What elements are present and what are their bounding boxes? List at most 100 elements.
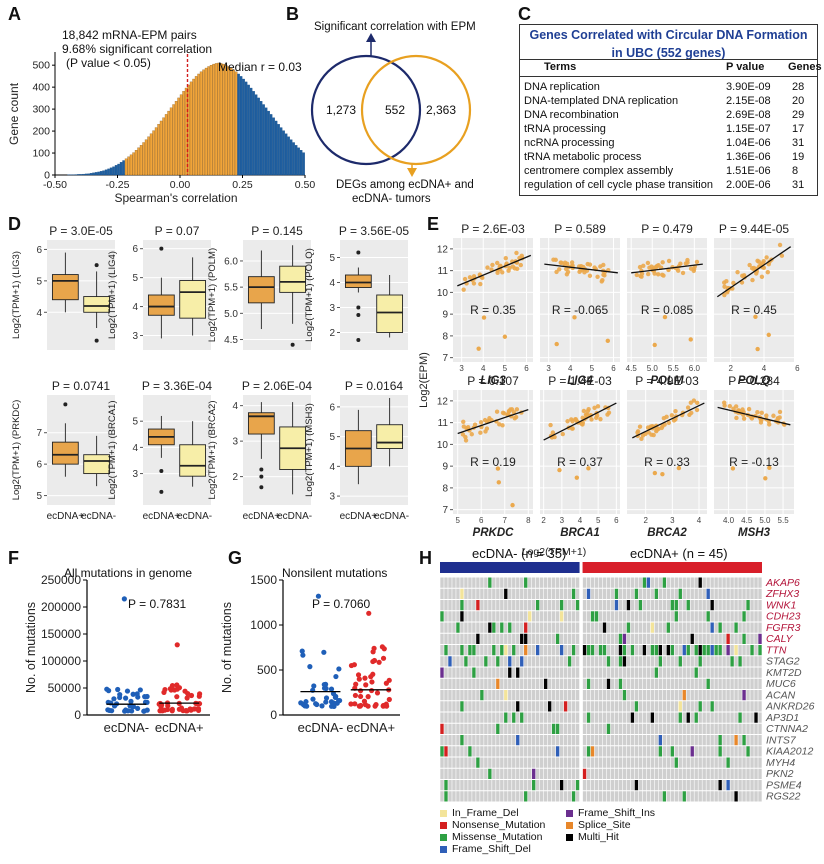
mutation-cell: [746, 633, 750, 644]
mutation-cell: [726, 622, 730, 633]
mutation-cell: [460, 667, 464, 678]
mutation-cell: [547, 588, 552, 599]
mutation-cell: [602, 667, 607, 678]
mutation-cell: [586, 723, 591, 734]
mutation-cell: [742, 757, 746, 768]
mutation-cell: [492, 656, 496, 667]
mutation-cell: [714, 600, 718, 611]
mutation-cell: [590, 656, 595, 667]
mutation-cell: [520, 588, 524, 599]
legend-in-frame-del: In_Frame_Del: [440, 807, 519, 819]
mutation-cell: [674, 690, 678, 701]
y-tick-label: 4: [329, 462, 335, 473]
mutation-cell: [480, 678, 484, 689]
term-cell: ncRNA processing: [524, 137, 615, 149]
y-tick-label: 5.0: [224, 309, 238, 320]
mutation-cell: [642, 600, 647, 611]
mutation-cell: [754, 735, 758, 746]
mutation-cell: [448, 791, 452, 802]
mutation-cell: [555, 757, 560, 768]
histogram-bar: [229, 67, 233, 176]
mutation-cell: [464, 701, 468, 712]
mutation-cell: [520, 735, 524, 746]
panel-e-gene-label: POLQ: [738, 375, 771, 387]
mutation-cell: [610, 667, 615, 678]
mutation-cell: [582, 723, 587, 734]
mutation-cell: [758, 768, 762, 779]
scatter-point: [779, 253, 785, 258]
y-tick-label: 5: [36, 491, 42, 502]
mutation-cell: [718, 690, 722, 701]
panel-e-pvalue: P = 1.4E-03: [548, 374, 612, 388]
mutation-cell: [472, 588, 476, 599]
mutation-cell: [742, 645, 746, 656]
mutation-cell: [666, 757, 670, 768]
mutation-cell: [536, 667, 540, 678]
mutation-cell: [730, 611, 734, 622]
term-cell: centromere complex assembly: [524, 165, 674, 177]
scatter-point: [505, 412, 510, 417]
mutation-cell: [555, 780, 560, 791]
mutation-cell: [734, 780, 738, 791]
mutation-cell: [452, 645, 456, 656]
mutation-cell: [496, 678, 500, 689]
y-tick-label: 500: [32, 60, 50, 72]
mutation-cell: [520, 600, 524, 611]
mutation-cell: [698, 735, 702, 746]
mutation-cell: [658, 600, 663, 611]
mutation-cell: [586, 690, 591, 701]
mutation-cell: [547, 757, 552, 768]
mutation-cell: [722, 645, 726, 656]
mutation-cell: [622, 588, 627, 599]
scatter-point: [581, 408, 587, 414]
mutation-cell: [476, 701, 480, 712]
mutation-cell: [500, 746, 504, 757]
mutation-dot: [137, 687, 143, 693]
legend-label: Multi_Hit: [578, 831, 619, 843]
histogram-bar: [212, 63, 215, 176]
box-outlier: [159, 468, 164, 473]
mutation-cell: [686, 600, 690, 611]
mutation-cell: [666, 701, 670, 712]
panel-e-pvalue: P = 0.284: [728, 374, 780, 388]
mutation-cell: [710, 667, 714, 678]
pvalue-cell: 1.04E-06: [726, 137, 771, 149]
panel-d-ylabel: Log2(TPM+1) (BRCA1): [107, 401, 118, 500]
mutation-cell: [559, 656, 564, 667]
mutation-cell: [654, 735, 659, 746]
mutation-cell: [590, 690, 595, 701]
mutation-cell: [496, 667, 500, 678]
mutation-cell: [472, 780, 476, 791]
term-cell: DNA recombination: [524, 109, 619, 121]
mutation-cell: [718, 645, 722, 656]
box-body: [51, 441, 79, 465]
mutation-cell: [594, 701, 599, 712]
mutation-cell: [448, 667, 452, 678]
scatter-point: [485, 265, 490, 270]
mutation-cell: [662, 780, 666, 791]
box-body: [344, 274, 372, 288]
mutation-cell: [722, 701, 726, 712]
mutation-cell: [440, 667, 444, 678]
mutation-cell: [630, 757, 635, 768]
mutation-cell: [444, 746, 448, 757]
mutation-cell: [650, 712, 655, 723]
mutation-cell: [706, 588, 710, 599]
mutation-cell: [456, 678, 460, 689]
mutation-cell: [500, 622, 504, 633]
scatter-point: [764, 255, 769, 260]
mutation-cell: [694, 611, 698, 622]
y-tick-label: 250000: [41, 573, 81, 587]
mutation-cell: [464, 633, 468, 644]
mutation-cell: [532, 701, 536, 712]
mutation-cell: [547, 577, 552, 588]
mutation-cell: [726, 611, 730, 622]
mutation-cell: [638, 780, 643, 791]
mutation-cell: [488, 600, 492, 611]
mutation-cell: [694, 690, 698, 701]
mutation-cell: [686, 746, 690, 757]
mutation-cell: [638, 735, 643, 746]
mutation-cell: [590, 611, 595, 622]
legend-swatch: [440, 821, 447, 829]
mutation-cell: [504, 667, 508, 678]
